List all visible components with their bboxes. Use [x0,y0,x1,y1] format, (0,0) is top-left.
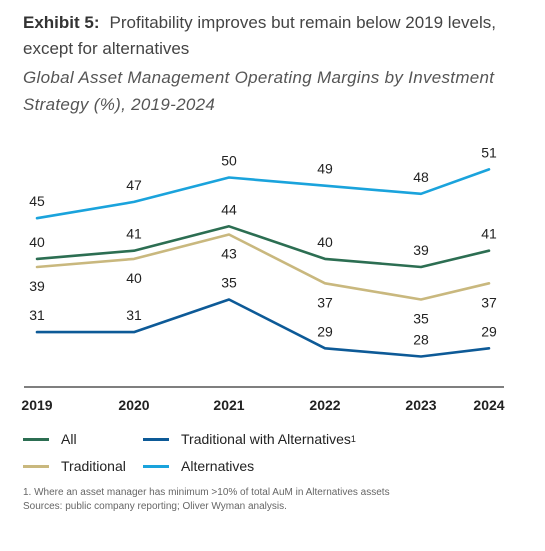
data-label-traditional-with-alternatives: 35 [221,275,237,291]
x-tick-label: 2024 [473,397,504,413]
data-label-traditional-with-alternatives: 31 [29,307,45,323]
chart-title-line-2: except for alternatives [23,39,190,58]
legend-label-trad-alt: Traditional with Alternatives [181,431,351,447]
x-tick-label: 2022 [309,397,340,413]
x-tick-label: 2020 [118,397,149,413]
data-label-traditional-with-alternatives: 29 [481,323,497,339]
x-tick-label: 2019 [21,397,52,413]
data-label-all: 41 [126,226,142,242]
data-label-alternatives: 48 [413,169,429,185]
subtitle-line-1: Global Asset Management Operating Margin… [23,68,495,87]
data-label-all: 41 [481,226,497,242]
data-label-alternatives: 49 [317,161,333,177]
series-line-traditional-with-alternatives [35,298,491,358]
data-label-alternatives: 50 [221,153,237,169]
legend-footnote-mark: 1 [350,434,356,444]
data-label-all: 39 [413,242,429,258]
series-line-alternatives [35,168,491,220]
series-line-all [35,225,491,269]
source-note: Sources: public company reporting; Olive… [23,501,287,512]
legend-swatch-alternatives [143,464,169,468]
legend-item-alternatives: Alternatives [143,458,254,474]
data-label-traditional: 40 [126,270,142,286]
legend-swatch-trad-alt [143,437,169,441]
data-label-traditional: 37 [481,294,497,310]
legend-label-all: All [61,431,77,447]
data-label-traditional: 43 [221,245,237,261]
exhibit-label: Exhibit 5: [23,13,100,32]
data-label-all: 40 [317,234,333,250]
chart-legend: All Traditional with Alternatives 1 Tradi… [23,431,523,479]
legend-label-traditional: Traditional [61,458,126,474]
legend-item-traditional: Traditional [23,458,126,474]
legend-label-alternatives: Alternatives [181,458,255,474]
legend-item-all: All [23,431,77,447]
data-label-traditional-with-alternatives: 29 [317,323,333,339]
data-label-traditional: 39 [29,278,45,294]
x-tick-label: 2021 [213,397,244,413]
title-text-1: Profitability improves but remain below … [109,13,496,32]
legend-swatch-all [23,437,49,441]
chart-notes: 1. Where an asset manager has minimum >1… [23,486,390,514]
data-label-alternatives: 47 [126,177,142,193]
chart-subtitle: Global Asset Management Operating Margin… [23,64,523,118]
data-label-traditional: 37 [317,294,333,310]
data-label-alternatives: 45 [29,193,45,209]
subtitle-line-2: Strategy (%), 2019-2024 [23,95,216,114]
line-chart: 2019 2020 2021 2022 2023 2024 45 47 50 49 48 51 40 41… [21,144,504,413]
footnote: 1. Where an asset manager has minimum >1… [23,487,390,498]
series-line-traditional [35,233,491,301]
data-label-all: 40 [29,234,45,250]
data-label-all: 44 [221,201,237,217]
data-label-alternatives: 51 [481,144,497,160]
data-label-traditional-with-alternatives: 28 [413,331,429,347]
data-label-traditional-with-alternatives: 31 [126,307,142,323]
chart-title-line-1: Exhibit 5: Profitability improves but rem… [23,10,523,36]
legend-swatch-traditional [23,464,49,468]
chart-header: Exhibit 5: Profitability improves but rem… [23,10,523,118]
data-label-traditional: 35 [413,311,429,327]
legend-item-traditional-with-alternatives: Traditional with Alternatives 1 [143,431,356,447]
x-tick-label: 2023 [405,397,436,413]
